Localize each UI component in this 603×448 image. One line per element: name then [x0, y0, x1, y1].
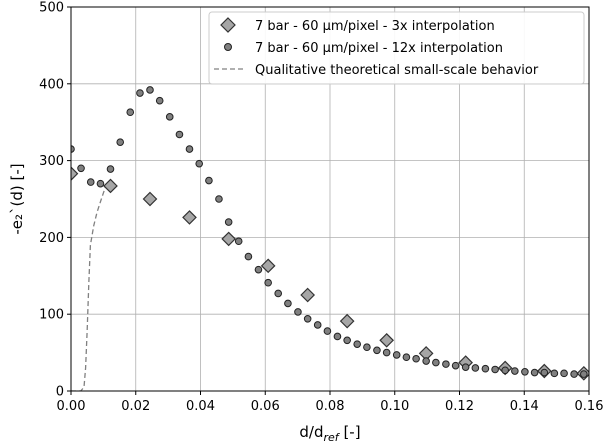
diamond-point	[260, 258, 276, 274]
x-axis-label: d/dref [-]	[299, 423, 360, 444]
circle-point	[136, 89, 144, 97]
circle-point	[471, 364, 480, 372]
legend-entry-12x: 7 bar - 60 µm/pixel - 12x interpolation	[255, 41, 503, 56]
circle-point	[116, 138, 125, 146]
legend-diamond-marker	[220, 17, 236, 33]
x-tick-label: 0.04	[186, 399, 215, 414]
legend-entry-theoretical: Qualitative theoretical small-scale beha…	[255, 63, 539, 78]
circle-point	[175, 130, 184, 139]
circle-point	[481, 364, 490, 373]
circle-point	[185, 145, 194, 153]
x-tick-label: 0.14	[510, 399, 539, 414]
diamond-point	[103, 178, 118, 194]
x-axis-label-subscript: ref	[324, 431, 341, 444]
circle-point	[333, 332, 342, 341]
y-tick-label: 300	[39, 154, 64, 169]
x-tick-label: 0.10	[380, 399, 409, 414]
circle-point	[106, 165, 115, 173]
x-tick-label: 0.02	[121, 399, 150, 414]
x-tick-label: 0.08	[316, 399, 345, 414]
circle-point	[323, 327, 332, 335]
legend-circle-marker	[224, 43, 232, 51]
circle-point	[442, 360, 450, 368]
diamond-point	[379, 332, 395, 348]
circle-point	[165, 113, 174, 121]
diamond-point	[221, 231, 237, 247]
theoretical-curve	[71, 183, 108, 391]
legend-entry-3x: 7 bar - 60 µm/pixel - 3x interpolation	[255, 19, 495, 34]
legend: 7 bar - 60 µm/pixel - 3x interpolation 7…	[208, 11, 585, 85]
circle-point	[540, 368, 549, 377]
circle-point	[402, 353, 411, 362]
circle-point	[363, 343, 371, 352]
x-tick-label: 0.00	[57, 399, 86, 414]
circle-point	[313, 321, 322, 329]
circle-point	[274, 289, 283, 298]
circle-point	[264, 278, 272, 287]
circle-point	[224, 218, 233, 226]
circle-point	[511, 367, 519, 375]
y-tick-label: 0	[56, 385, 64, 400]
circle-point	[382, 348, 391, 357]
circle-point	[373, 346, 381, 355]
circle-point	[501, 366, 509, 375]
y-axis-label: -e₂`(d) [-]	[8, 163, 26, 234]
y-tick-label: 500	[39, 1, 64, 16]
diamond-point	[300, 287, 316, 303]
circle-point	[294, 308, 302, 316]
diamond-point	[339, 313, 355, 329]
circle-point	[254, 265, 263, 274]
circle-point	[284, 299, 292, 308]
circle-point	[353, 340, 361, 348]
x-tick-label: 0.16	[575, 399, 603, 414]
diamond-point	[142, 191, 158, 207]
circle-point	[521, 368, 529, 376]
circle-point	[343, 336, 351, 345]
circle-point	[580, 370, 588, 378]
circle-point	[560, 369, 568, 378]
circle-point	[86, 178, 95, 186]
circle-point	[530, 368, 539, 377]
x-tick-label: 0.06	[251, 399, 280, 414]
circle-point	[550, 369, 559, 378]
circle-point	[96, 179, 105, 188]
circle-point	[392, 351, 401, 359]
y-tick-label: 100	[39, 308, 64, 323]
circle-point	[155, 96, 164, 105]
circle-point	[77, 164, 85, 173]
circle-point	[461, 363, 470, 371]
circle-point	[215, 195, 223, 203]
circle-point	[412, 354, 420, 363]
y-tick-label: 400	[39, 77, 64, 92]
y-tick-label: 200	[39, 231, 64, 246]
ticks: 0.00 0.02 0.04 0.06 0.08 0.10 0.12 0.14 0.16 0 100…	[39, 1, 603, 415]
circle-point	[126, 108, 135, 117]
circle-point	[195, 159, 204, 168]
legend-box	[208, 11, 585, 85]
circle-point	[244, 252, 253, 261]
circle-point	[451, 361, 460, 370]
circle-point	[234, 237, 243, 246]
diamond-point	[71, 166, 79, 182]
circle-point	[491, 365, 499, 374]
circle-point	[205, 176, 213, 185]
diamond-point	[182, 210, 197, 225]
circle-point	[422, 357, 430, 365]
x-tick-label: 0.12	[445, 399, 474, 414]
circle-point	[71, 145, 75, 153]
circle-point	[432, 358, 440, 367]
circle-point	[570, 370, 578, 378]
circle-point	[303, 315, 312, 323]
plot-area	[71, 86, 589, 391]
circle-point	[146, 86, 154, 94]
